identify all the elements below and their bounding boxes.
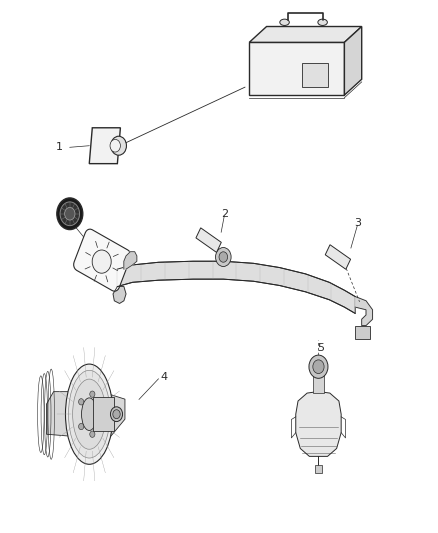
Circle shape bbox=[78, 399, 84, 405]
Circle shape bbox=[215, 247, 231, 266]
Bar bbox=[249, 42, 344, 95]
Circle shape bbox=[219, 252, 228, 262]
Ellipse shape bbox=[318, 19, 327, 26]
Circle shape bbox=[65, 207, 75, 220]
Polygon shape bbox=[74, 229, 131, 291]
Circle shape bbox=[110, 140, 120, 152]
Text: 5: 5 bbox=[317, 343, 324, 353]
Polygon shape bbox=[325, 245, 350, 269]
Polygon shape bbox=[113, 287, 126, 303]
Polygon shape bbox=[117, 261, 355, 313]
Ellipse shape bbox=[81, 398, 97, 431]
Polygon shape bbox=[249, 27, 362, 42]
Ellipse shape bbox=[113, 410, 120, 418]
Ellipse shape bbox=[110, 407, 123, 422]
Text: 3: 3 bbox=[354, 217, 361, 228]
Text: 2: 2 bbox=[221, 209, 228, 219]
Bar bbox=[313, 372, 324, 393]
Polygon shape bbox=[355, 296, 372, 326]
Polygon shape bbox=[196, 228, 221, 253]
Text: 4: 4 bbox=[160, 372, 167, 382]
Bar bbox=[355, 326, 371, 339]
Circle shape bbox=[92, 250, 111, 273]
Bar bbox=[315, 465, 322, 473]
Circle shape bbox=[60, 202, 80, 225]
Ellipse shape bbox=[68, 370, 110, 458]
Ellipse shape bbox=[280, 19, 290, 26]
Bar bbox=[302, 63, 328, 87]
Circle shape bbox=[309, 355, 328, 378]
Bar bbox=[93, 397, 114, 431]
Polygon shape bbox=[344, 27, 362, 95]
Circle shape bbox=[313, 360, 324, 374]
Polygon shape bbox=[46, 392, 125, 439]
Circle shape bbox=[78, 423, 84, 430]
Circle shape bbox=[90, 391, 95, 397]
Circle shape bbox=[111, 136, 127, 155]
Polygon shape bbox=[296, 392, 341, 456]
Circle shape bbox=[97, 411, 102, 417]
Polygon shape bbox=[124, 252, 137, 269]
Polygon shape bbox=[89, 128, 120, 164]
Circle shape bbox=[90, 431, 95, 438]
Ellipse shape bbox=[66, 364, 113, 464]
Text: 1: 1 bbox=[56, 142, 63, 152]
Ellipse shape bbox=[73, 379, 106, 449]
Circle shape bbox=[57, 198, 83, 230]
